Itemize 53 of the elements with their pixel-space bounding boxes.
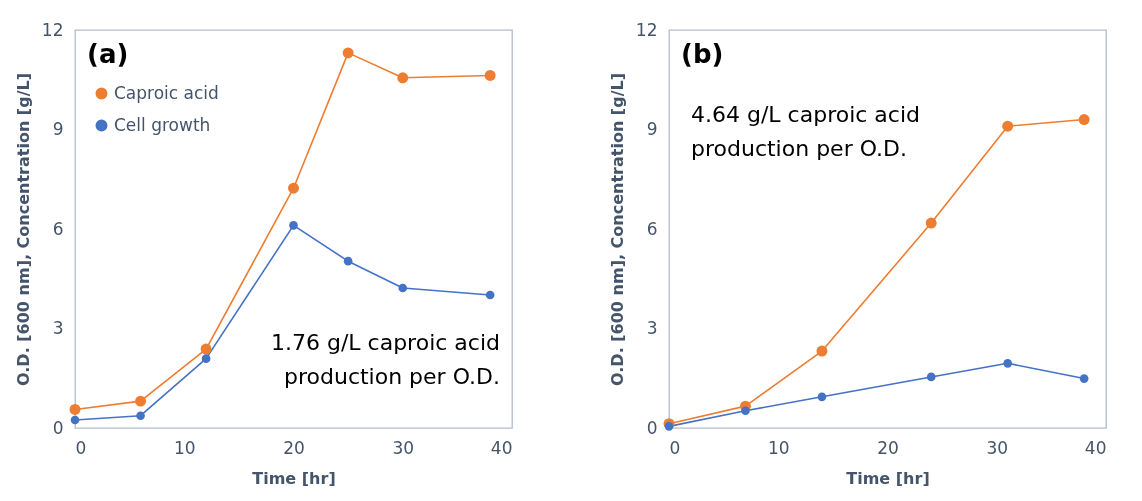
x-axis-title: Time [hr]	[846, 468, 930, 488]
y-axis-title: O.D. [600 nm], Concentration [g/L]	[607, 73, 627, 386]
point	[397, 72, 409, 84]
y-tick-label: 12	[41, 19, 64, 40]
point	[817, 392, 827, 402]
x-tick-label: 30	[392, 437, 415, 458]
legend-label: Caproic acid	[114, 82, 219, 103]
y-tick-label: 3	[52, 318, 64, 338]
point	[201, 354, 211, 363]
y-axis-title: O.D. [600 nm], Concentration [g/L]	[13, 73, 33, 386]
point	[485, 290, 495, 300]
point	[288, 182, 299, 194]
x-tick-label: 10	[767, 437, 790, 458]
point	[926, 372, 936, 382]
chart-title: (a)	[87, 39, 129, 69]
y-tick-label: 12	[635, 19, 658, 40]
point	[1079, 374, 1089, 383]
y-tick-label: 9	[646, 119, 658, 139]
point	[925, 217, 937, 229]
x-tick-label: 30	[986, 437, 1009, 458]
point	[398, 283, 408, 293]
annotation: 4.64 g/L caproic acid production per O.D.	[691, 102, 921, 161]
point	[1003, 359, 1012, 368]
x-tick-label: 40	[1084, 437, 1107, 458]
point	[343, 256, 353, 266]
x-tick-label: 20	[283, 437, 305, 458]
x-tick-label: 40	[490, 437, 513, 458]
point	[342, 47, 354, 59]
x-tick-label: 10	[173, 437, 196, 458]
x-tick-label: 0	[669, 437, 681, 458]
y-tick-label: 6	[52, 218, 64, 239]
x-tick-label: 0	[75, 437, 87, 458]
point	[69, 403, 81, 415]
point	[135, 395, 147, 407]
point	[1078, 114, 1090, 126]
y-tick-label: 9	[52, 119, 64, 139]
y-tick-label: 0	[52, 417, 64, 438]
chart-title: (b)	[681, 39, 724, 69]
point	[816, 345, 828, 357]
x-tick-label: 20	[877, 437, 899, 458]
point	[1002, 120, 1014, 132]
point	[136, 411, 145, 421]
y-tick-label: 6	[646, 218, 658, 239]
y-tick-label: 3	[646, 318, 658, 338]
point	[664, 422, 674, 431]
x-axis-title: Time [hr]	[252, 468, 336, 488]
point	[484, 69, 496, 81]
point	[741, 406, 750, 416]
annotation: 1.76 g/L caproic acid production per O.D.	[270, 330, 500, 389]
point	[200, 343, 212, 355]
legend-label: Cell growth	[114, 114, 211, 135]
y-tick-label: 0	[646, 417, 658, 438]
point	[289, 221, 298, 230]
